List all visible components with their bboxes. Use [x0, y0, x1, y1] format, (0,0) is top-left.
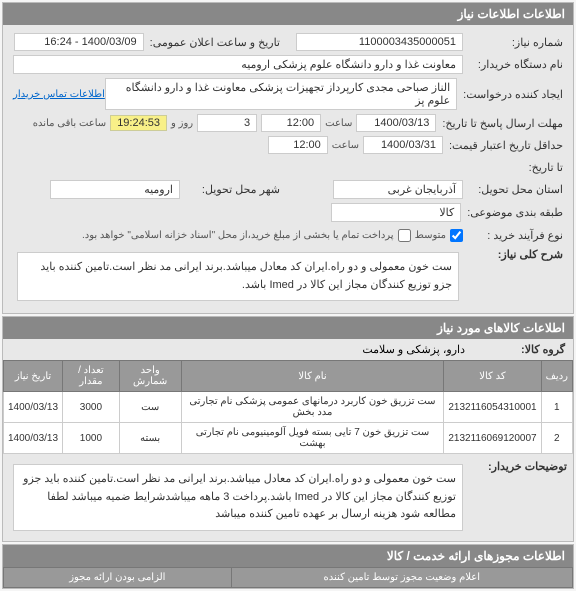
table-cell: 3000	[63, 392, 120, 423]
province-label: استان محل تحویل:	[463, 183, 563, 196]
th-qty: تعداد / مقدار	[63, 361, 120, 392]
th-name: نام کالا	[181, 361, 444, 392]
city-value: ارومیه	[50, 180, 180, 199]
info-header: اطلاعات اطلاعات نیاز	[3, 3, 573, 25]
table-cell: 1000	[63, 423, 120, 454]
permits-panel: اطلاعات مجوزهای ارائه خدمت / کالا اعلام …	[2, 544, 574, 589]
table-header-row: ردیف کد کالا نام کالا واحد شمارش تعداد /…	[4, 361, 573, 392]
time-word-1: ساعت	[325, 118, 352, 129]
th-status: اعلام وضعیت مجوز توسط تامین کننده	[231, 567, 572, 587]
group-value: دارو، پزشکی و سلامت	[362, 343, 465, 356]
th-code: کد کالا	[444, 361, 541, 392]
from-date-label: تا تاریخ:	[463, 161, 563, 174]
process-label: نوع فرآیند خرید :	[463, 229, 563, 242]
table-row: 22132116069120007ست تزریق خون 7 تایی بست…	[4, 423, 573, 454]
items-header: اطلاعات کالاهای مورد نیاز	[3, 317, 573, 339]
table-cell: 2132116054310001	[444, 392, 541, 423]
days-word: روز و	[171, 118, 193, 129]
deadline-date: 1400/03/13	[356, 114, 436, 132]
table-cell: ست	[119, 392, 181, 423]
table-cell: ست تزریق خون کاربرد درمانهای عمومی پزشکی…	[181, 392, 444, 423]
group-label: گروه کالا:	[465, 343, 565, 356]
table-cell: 1	[541, 392, 572, 423]
process-chk-label: متوسط	[415, 230, 446, 241]
need-no-label: شماره نیاز:	[463, 36, 563, 49]
buyer-org-value: معاونت غذا و دارو دانشگاه علوم پزشکی ارو…	[13, 55, 463, 74]
th-row: ردیف	[541, 361, 572, 392]
table-cell: 1400/03/13	[4, 423, 63, 454]
time-word-2: ساعت	[332, 140, 359, 151]
items-panel: اطلاعات کالاهای مورد نیاز گروه کالا: دار…	[2, 316, 574, 542]
summary-label: شرح کلی نیاز:	[463, 248, 563, 261]
treasury-checkbox[interactable]	[398, 229, 411, 242]
countdown-badge: 19:24:53	[110, 115, 167, 131]
summary-text: ست خون معمولی و دو راه.ایران کد معادل می…	[17, 252, 459, 301]
notes-text: ست خون معمولی و دو راه.ایران کد معادل می…	[13, 464, 463, 531]
need-no-value: 1100003435000051	[296, 33, 463, 51]
table-cell: بسته	[119, 423, 181, 454]
validity-time: 12:00	[268, 136, 328, 154]
info-panel: اطلاعات اطلاعات نیاز شماره نیاز: 1100003…	[2, 2, 574, 314]
table-cell: 2132116069120007	[444, 423, 541, 454]
table-cell: 2	[541, 423, 572, 454]
process-group: متوسط پرداخت تمام یا بخشی از مبلغ خرید،ا…	[82, 229, 463, 242]
budget-label: طبقه بندی موضوعی:	[461, 206, 563, 219]
validity-label: حداقل تاریخ اعتبار قیمت:	[443, 139, 563, 152]
buyer-org-label: نام دستگاه خریدار:	[463, 58, 563, 71]
budget-value: کالا	[331, 203, 461, 222]
notes-label: توضیحات خریدار:	[467, 460, 567, 473]
group-row: گروه کالا: دارو، پزشکی و سلامت	[3, 339, 573, 360]
process-note: پرداخت تمام یا بخشی از مبلغ خرید،از محل …	[82, 230, 394, 241]
announce-value: 1400/03/09 - 16:24	[14, 33, 144, 51]
city-label: شهر محل تحویل:	[180, 183, 280, 196]
th-unit: واحد شمارش	[119, 361, 181, 392]
th-date: تاریخ نیاز	[4, 361, 63, 392]
process-checkbox[interactable]	[450, 229, 463, 242]
permits-header: اطلاعات مجوزهای ارائه خدمت / کالا	[3, 545, 573, 567]
remaining-label: ساعت باقی مانده	[33, 118, 106, 129]
table-cell: 1400/03/13	[4, 392, 63, 423]
items-table: ردیف کد کالا نام کالا واحد شمارش تعداد /…	[3, 360, 573, 454]
creator-label: ایجاد کننده درخواست:	[457, 88, 563, 101]
permits-table: اعلام وضعیت مجوز توسط تامین کننده الزامی…	[3, 567, 573, 588]
province-value: آذربایجان غربی	[333, 180, 463, 199]
table-row: 12132116054310001ست تزریق خون کاربرد درم…	[4, 392, 573, 423]
deadline-time: 12:00	[261, 114, 321, 132]
creator-value: الناز صباحی مجدی کارپرداز تجهیزات پزشکی …	[105, 78, 457, 110]
announce-label: تاریخ و ساعت اعلان عمومی:	[144, 36, 280, 49]
table-cell: ست تزریق خون 7 تایی بسته فویل آلومینیومی…	[181, 423, 444, 454]
deadline-label: مهلت ارسال پاسخ تا تاریخ:	[436, 117, 563, 130]
info-body: شماره نیاز: 1100003435000051 تاریخ و ساع…	[3, 25, 573, 313]
contact-link[interactable]: اطلاعات تماس خریدار	[13, 89, 105, 100]
th-required: الزامی بودن ارائه مجوز	[4, 567, 232, 587]
validity-date: 1400/03/31	[363, 136, 443, 154]
deadline-group: 1400/03/13 ساعت 12:00 3 روز و 19:24:53 س…	[33, 114, 437, 132]
days-count: 3	[197, 114, 257, 132]
validity-group: 1400/03/31 ساعت 12:00	[268, 136, 443, 154]
